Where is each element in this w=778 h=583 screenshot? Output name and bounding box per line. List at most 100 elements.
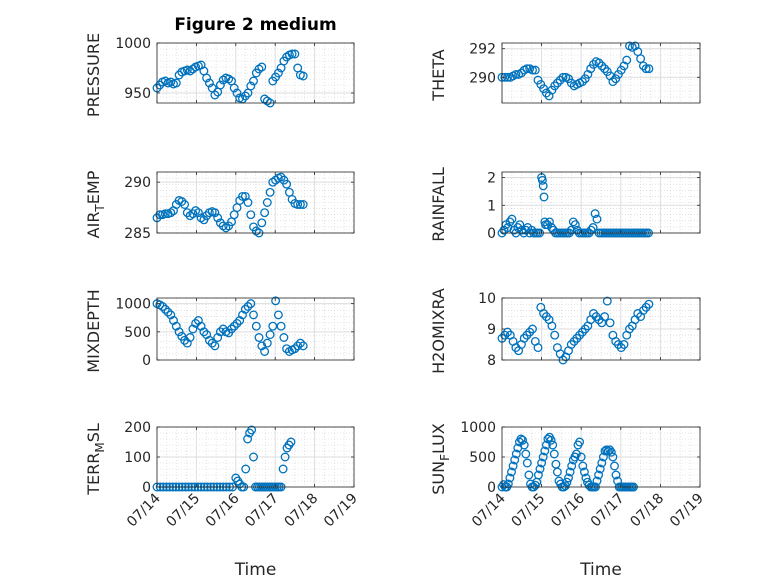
- data-point: [278, 464, 288, 474]
- y-tick-label: 500: [469, 450, 496, 466]
- data-point: [528, 65, 537, 75]
- y-axis-label: THETA: [429, 49, 448, 101]
- data-point: [567, 461, 577, 471]
- data-point: [547, 321, 557, 331]
- chart-title: Figure 2 medium: [174, 15, 336, 35]
- data-point: [606, 447, 616, 457]
- y-tick-label: 500: [124, 325, 151, 341]
- data-point: [600, 64, 610, 74]
- data-point: [605, 318, 615, 328]
- y-axis-label: PRESSURE: [84, 33, 103, 117]
- data-point: [594, 58, 604, 68]
- data-point: [290, 49, 300, 59]
- data-point: [295, 338, 305, 348]
- data-point: [641, 64, 651, 74]
- data-point: [597, 61, 607, 71]
- data-point: [548, 440, 558, 450]
- data-point: [207, 338, 217, 348]
- y-axis-label: TERRMSL: [84, 423, 107, 496]
- data-point: [500, 72, 510, 82]
- y-tick-label: 8: [487, 353, 496, 369]
- data-point: [210, 90, 220, 100]
- y-tick-label: 1000: [115, 36, 151, 52]
- data-point: [586, 225, 596, 235]
- x-tick-label: 07/19: [321, 491, 361, 531]
- data-point: [232, 88, 242, 98]
- data-point: [249, 76, 258, 86]
- subplot-8: 07/14 07/15 07/16 07/17 07/18 07/19 0 500 1000 SU…: [429, 420, 707, 580]
- data-point: [519, 440, 529, 450]
- data-point: [570, 220, 580, 230]
- data-point: [290, 344, 300, 354]
- y-axis-label: SUNFLUX: [429, 423, 452, 495]
- data-point: [271, 296, 281, 306]
- data-point: [155, 210, 165, 220]
- data-point: [279, 333, 289, 342]
- data-point: [218, 75, 228, 85]
- data-point: [538, 452, 548, 462]
- data-point: [249, 310, 258, 320]
- data-point: [188, 324, 198, 334]
- data-series: [497, 41, 654, 101]
- data-point: [518, 435, 528, 445]
- data-point: [243, 434, 253, 444]
- y-tick-label: 10: [478, 291, 496, 307]
- axes-box: [156, 42, 355, 104]
- data-point: [552, 78, 562, 88]
- data-point: [282, 344, 292, 354]
- subplot-2: 290 292 THETA: [429, 41, 701, 104]
- data-point: [545, 217, 554, 227]
- data-point: [193, 208, 203, 218]
- data-point: [610, 461, 619, 471]
- data-point: [276, 172, 286, 182]
- data-point: [550, 330, 560, 340]
- data-point: [608, 452, 618, 462]
- data-point: [240, 304, 250, 314]
- data-point: [166, 310, 176, 320]
- data-point: [533, 343, 543, 353]
- data-point: [262, 198, 272, 207]
- data-point: [191, 206, 201, 216]
- data-point: [533, 470, 543, 480]
- data-point: [602, 296, 612, 306]
- data-point: [260, 208, 270, 218]
- data-point: [257, 62, 267, 72]
- y-tick-label: 9: [487, 322, 496, 338]
- subplot-6: 8 9 10 H2OMIXRA: [429, 288, 701, 374]
- data-point: [511, 69, 521, 79]
- data-point: [579, 467, 589, 477]
- data-point: [280, 452, 290, 462]
- data-point: [298, 200, 308, 209]
- x-tick-label: 07/15: [509, 491, 549, 531]
- data-point: [293, 200, 303, 209]
- data-point: [210, 341, 220, 351]
- data-point: [218, 221, 228, 231]
- data-point: [202, 211, 212, 221]
- data-point: [575, 437, 585, 447]
- data-point: [566, 78, 576, 88]
- data-point: [644, 64, 654, 74]
- data-series: [497, 296, 654, 365]
- data-point: [515, 220, 525, 230]
- y-axis-label: RAINFALL: [429, 167, 448, 242]
- axes-box: [156, 297, 355, 361]
- data-point: [240, 91, 250, 101]
- y-tick-label: 950: [124, 86, 151, 102]
- x-tick-label: 07/15: [163, 491, 203, 531]
- x-tick-label: 07/17: [242, 491, 282, 531]
- data-point: [578, 461, 588, 471]
- y-tick-label: 2: [487, 171, 496, 187]
- data-point: [158, 302, 167, 311]
- data-point: [213, 213, 223, 223]
- data-point: [510, 455, 520, 465]
- axes-box: [501, 42, 701, 104]
- data-point: [622, 55, 632, 65]
- subplot-7: 07/14 07/15 07/16 07/17 07/18 07/19 0 100 200 TER…: [84, 420, 361, 580]
- x-tick-label: 07/18: [282, 491, 322, 531]
- data-series: [152, 296, 308, 356]
- data-point: [232, 318, 242, 328]
- data-point: [565, 467, 575, 477]
- data-point: [273, 68, 283, 78]
- data-point: [511, 449, 521, 459]
- data-point: [592, 214, 602, 224]
